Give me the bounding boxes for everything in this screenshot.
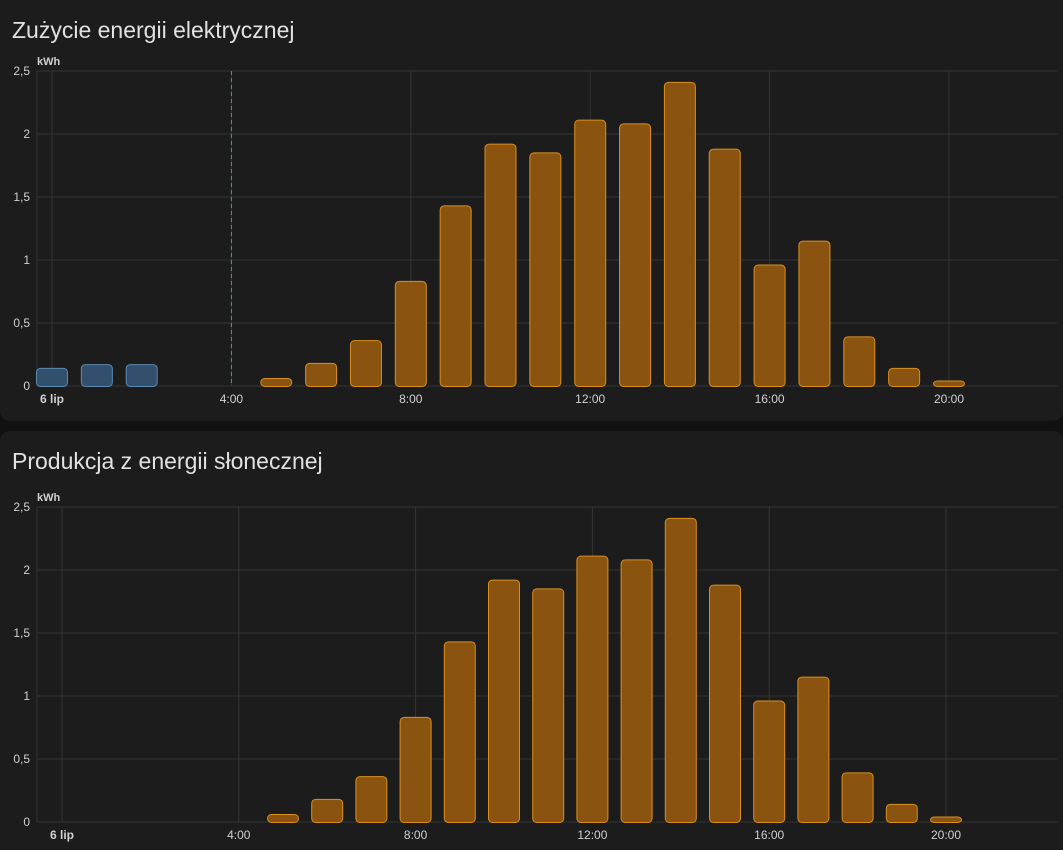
- bar-grid[interactable]: [125, 364, 158, 387]
- bar-solar[interactable]: [933, 380, 965, 387]
- x-tick-label: 16:00: [755, 392, 785, 406]
- bar-solar[interactable]: [576, 555, 609, 823]
- bar-grid[interactable]: [80, 364, 113, 387]
- bar-solar[interactable]: [488, 579, 520, 823]
- y-tick-label: 0,5: [13, 316, 30, 330]
- x-tick-label: 16:00: [754, 828, 784, 842]
- bar-solar[interactable]: [399, 716, 432, 824]
- bar-solar[interactable]: [532, 588, 565, 823]
- y-tick-label: 0: [23, 379, 30, 393]
- bar-solar[interactable]: [355, 776, 388, 824]
- bar-solar[interactable]: [439, 205, 472, 387]
- series-solar: [260, 81, 965, 388]
- y-axis-unit-label: kWh: [37, 492, 61, 504]
- bar-solar[interactable]: [260, 377, 293, 388]
- x-tick-label: 20:00: [931, 828, 961, 842]
- y-tick-label: 0,5: [13, 752, 30, 766]
- solar-production-chart: 0 0,5 1 1,5 2 2,5 kWh 6 lip 4:00 8:00 12:00 16:00 20…: [13, 492, 1058, 842]
- bar-solar[interactable]: [930, 816, 962, 823]
- bar-solar[interactable]: [663, 81, 696, 387]
- y-tick-label: 1,5: [13, 190, 30, 204]
- x-tick-label: 6 lip: [40, 392, 64, 406]
- y-tick-label: 2: [23, 127, 30, 141]
- bar-solar[interactable]: [311, 798, 344, 824]
- bar-solar[interactable]: [709, 584, 741, 823]
- card-title: Produkcja z energii słonecznej: [12, 448, 323, 474]
- bar-solar[interactable]: [267, 813, 299, 824]
- y-tick-label: 2: [23, 563, 30, 577]
- y-tick-label: 1: [23, 689, 30, 703]
- x-tick-label: 12:00: [575, 392, 605, 406]
- bar-solar[interactable]: [394, 280, 427, 388]
- x-tick-label: 4:00: [227, 828, 251, 842]
- bar-solar[interactable]: [664, 517, 697, 823]
- bar-solar[interactable]: [443, 641, 476, 823]
- series-grid: [36, 364, 158, 387]
- bar-solar[interactable]: [841, 772, 874, 823]
- series-solar: [267, 517, 962, 824]
- bar-solar[interactable]: [797, 676, 830, 823]
- bar-solar[interactable]: [529, 152, 562, 387]
- bar-solar[interactable]: [885, 803, 918, 823]
- y-tick-label: 0: [23, 815, 30, 829]
- solar-production-card: Produkcja z energii słonecznej 0 0,5 1 1,5 2…: [0, 431, 1063, 850]
- y-axis-unit-label: kWh: [37, 56, 61, 68]
- x-tick-label: 20:00: [934, 392, 964, 406]
- x-tick-label: 6 lip: [50, 828, 74, 842]
- bar-solar[interactable]: [843, 336, 876, 387]
- bar-solar[interactable]: [574, 119, 607, 387]
- x-tick-label: 8:00: [399, 392, 423, 406]
- bar-solar[interactable]: [798, 240, 831, 387]
- x-tick-label: 8:00: [404, 828, 428, 842]
- bar-solar[interactable]: [484, 143, 517, 387]
- x-tick-label: 4:00: [220, 392, 244, 406]
- y-tick-label: 1,5: [13, 626, 30, 640]
- bar-grid[interactable]: [36, 367, 68, 387]
- y-tick-label: 2,5: [13, 500, 30, 514]
- bar-solar[interactable]: [753, 700, 786, 824]
- bar-solar[interactable]: [305, 362, 338, 388]
- x-tick-label: 12:00: [577, 828, 607, 842]
- bar-solar[interactable]: [753, 264, 786, 388]
- y-tick-label: 1: [23, 253, 30, 267]
- bar-solar[interactable]: [708, 148, 741, 387]
- bar-solar[interactable]: [349, 340, 382, 388]
- energy-consumption-chart: 0 0,5 1 1,5 2 2,5 kWh 6 lip 4:00 8:00 12:00 16:00 20…: [13, 56, 1058, 406]
- bar-solar[interactable]: [888, 367, 921, 387]
- card-title: Zużycie energii elektrycznej: [12, 17, 295, 43]
- bar-solar[interactable]: [619, 123, 652, 387]
- y-tick-label: 2,5: [13, 64, 30, 78]
- bar-solar[interactable]: [620, 559, 653, 823]
- energy-consumption-card: Zużycie energii elektrycznej 0 0,5 1 1,5 2 2,…: [0, 0, 1063, 421]
